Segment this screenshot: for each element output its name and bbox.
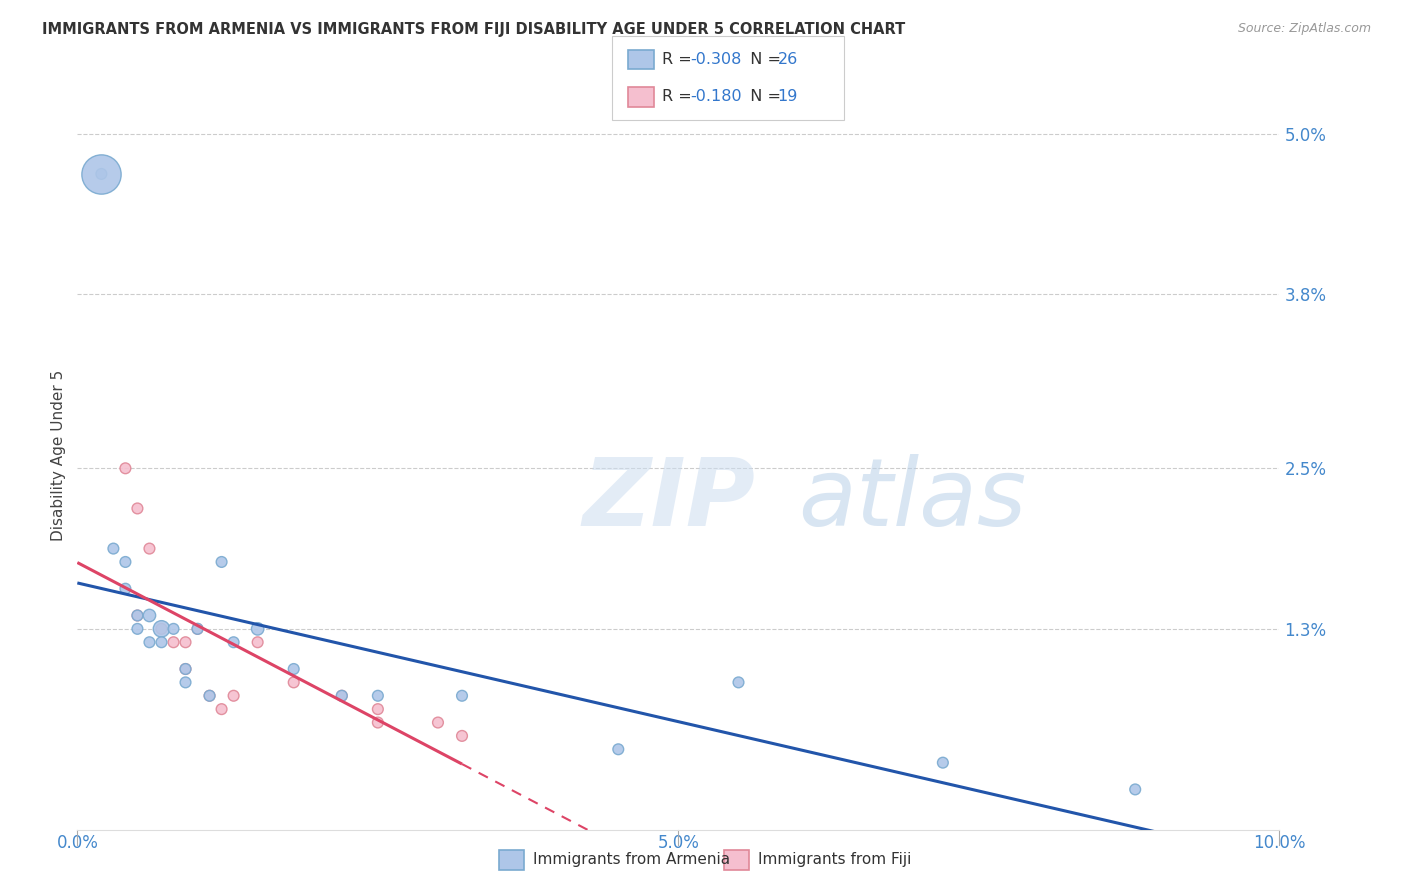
Text: Source: ZipAtlas.com: Source: ZipAtlas.com <box>1237 22 1371 36</box>
Point <box>222 689 245 703</box>
Text: N =: N = <box>740 89 786 104</box>
Point <box>138 635 160 649</box>
Point <box>427 715 450 730</box>
Point <box>174 662 197 676</box>
Point <box>283 675 305 690</box>
Point <box>103 541 125 556</box>
Point <box>607 742 630 756</box>
Text: Immigrants from Armenia: Immigrants from Armenia <box>533 853 730 867</box>
Point <box>174 635 197 649</box>
Point <box>283 662 305 676</box>
Point <box>246 635 269 649</box>
Text: 19: 19 <box>778 89 797 104</box>
Point <box>451 689 474 703</box>
Point <box>174 662 197 676</box>
Point <box>367 702 389 716</box>
Point <box>186 622 209 636</box>
Point <box>127 622 149 636</box>
Point <box>138 541 160 556</box>
Point <box>222 635 245 649</box>
Text: -0.308: -0.308 <box>690 52 742 67</box>
Point <box>198 689 221 703</box>
Point <box>211 555 233 569</box>
Point <box>150 635 173 649</box>
Point <box>186 622 209 636</box>
Text: R =: R = <box>662 89 697 104</box>
Y-axis label: Disability Age Under 5: Disability Age Under 5 <box>51 369 66 541</box>
Text: IMMIGRANTS FROM ARMENIA VS IMMIGRANTS FROM FIJI DISABILITY AGE UNDER 5 CORRELATI: IMMIGRANTS FROM ARMENIA VS IMMIGRANTS FR… <box>42 22 905 37</box>
Point <box>162 622 184 636</box>
Text: atlas: atlas <box>799 454 1026 545</box>
Point <box>246 622 269 636</box>
Point <box>211 702 233 716</box>
Text: N =: N = <box>740 52 786 67</box>
Point <box>330 689 353 703</box>
Point <box>727 675 749 690</box>
Point <box>451 729 474 743</box>
Text: Immigrants from Fiji: Immigrants from Fiji <box>758 853 911 867</box>
Point <box>330 689 353 703</box>
Point <box>127 608 149 623</box>
Text: R =: R = <box>662 52 697 67</box>
Point <box>174 675 197 690</box>
Point <box>150 622 173 636</box>
Point <box>150 622 173 636</box>
Point <box>198 689 221 703</box>
Point <box>114 582 136 596</box>
Point <box>114 461 136 475</box>
Point <box>1123 782 1146 797</box>
Point <box>127 608 149 623</box>
Point <box>114 555 136 569</box>
Text: ZIP: ZIP <box>582 454 755 546</box>
Point <box>367 715 389 730</box>
Point <box>127 501 149 516</box>
Point <box>932 756 955 770</box>
Point <box>162 635 184 649</box>
Point <box>90 167 112 181</box>
Text: -0.180: -0.180 <box>690 89 742 104</box>
Text: 26: 26 <box>778 52 797 67</box>
Point <box>90 167 112 181</box>
Point <box>367 689 389 703</box>
Point <box>138 608 160 623</box>
